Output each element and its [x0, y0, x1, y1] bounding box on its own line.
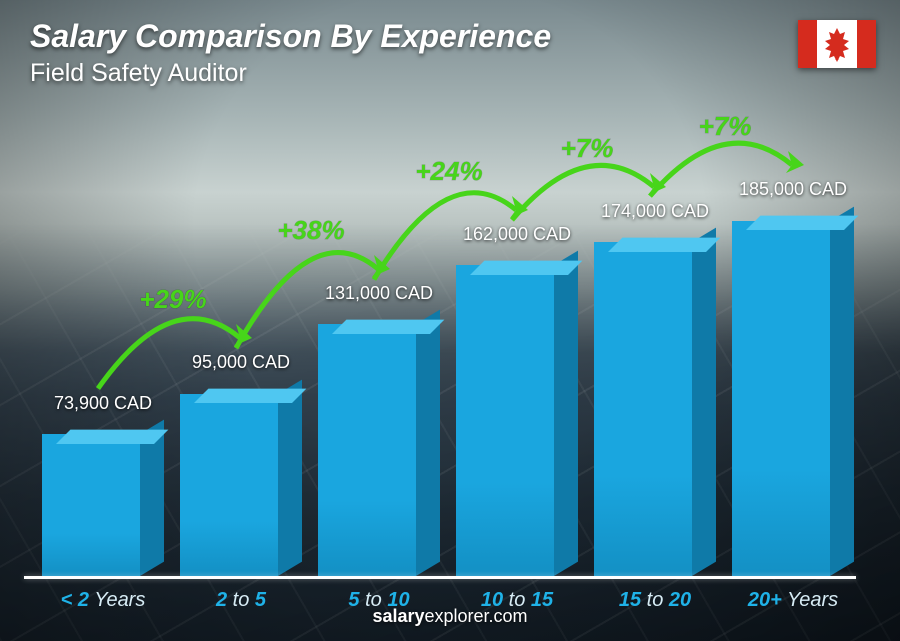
footer-brand-bold: salary: [372, 606, 424, 626]
chart-title: Salary Comparison By Experience: [30, 18, 551, 55]
chart-stage: Salary Comparison By Experience Field Sa…: [0, 0, 900, 641]
footer-brand: salaryexplorer.com: [0, 606, 900, 627]
baseline: [24, 576, 856, 579]
bar-column: 185,000 CAD: [732, 179, 854, 576]
bar-column: 174,000 CAD: [594, 201, 716, 576]
growth-label: +29%: [140, 284, 207, 314]
growth-label: +7%: [561, 133, 614, 163]
growth-label: +24%: [416, 156, 483, 186]
bar: [732, 206, 854, 576]
bar: [42, 420, 164, 576]
growth-arc: +7%: [640, 123, 830, 226]
bar-column: 73,900 CAD: [42, 393, 164, 576]
growth-label: +38%: [278, 215, 345, 245]
bar: [594, 228, 716, 576]
chart-subtitle: Field Safety Auditor: [30, 59, 551, 88]
footer-brand-rest: explorer.com: [425, 606, 528, 626]
flag-icon: [798, 20, 876, 68]
growth-label: +7%: [699, 111, 752, 141]
title-block: Salary Comparison By Experience Field Sa…: [30, 18, 551, 88]
